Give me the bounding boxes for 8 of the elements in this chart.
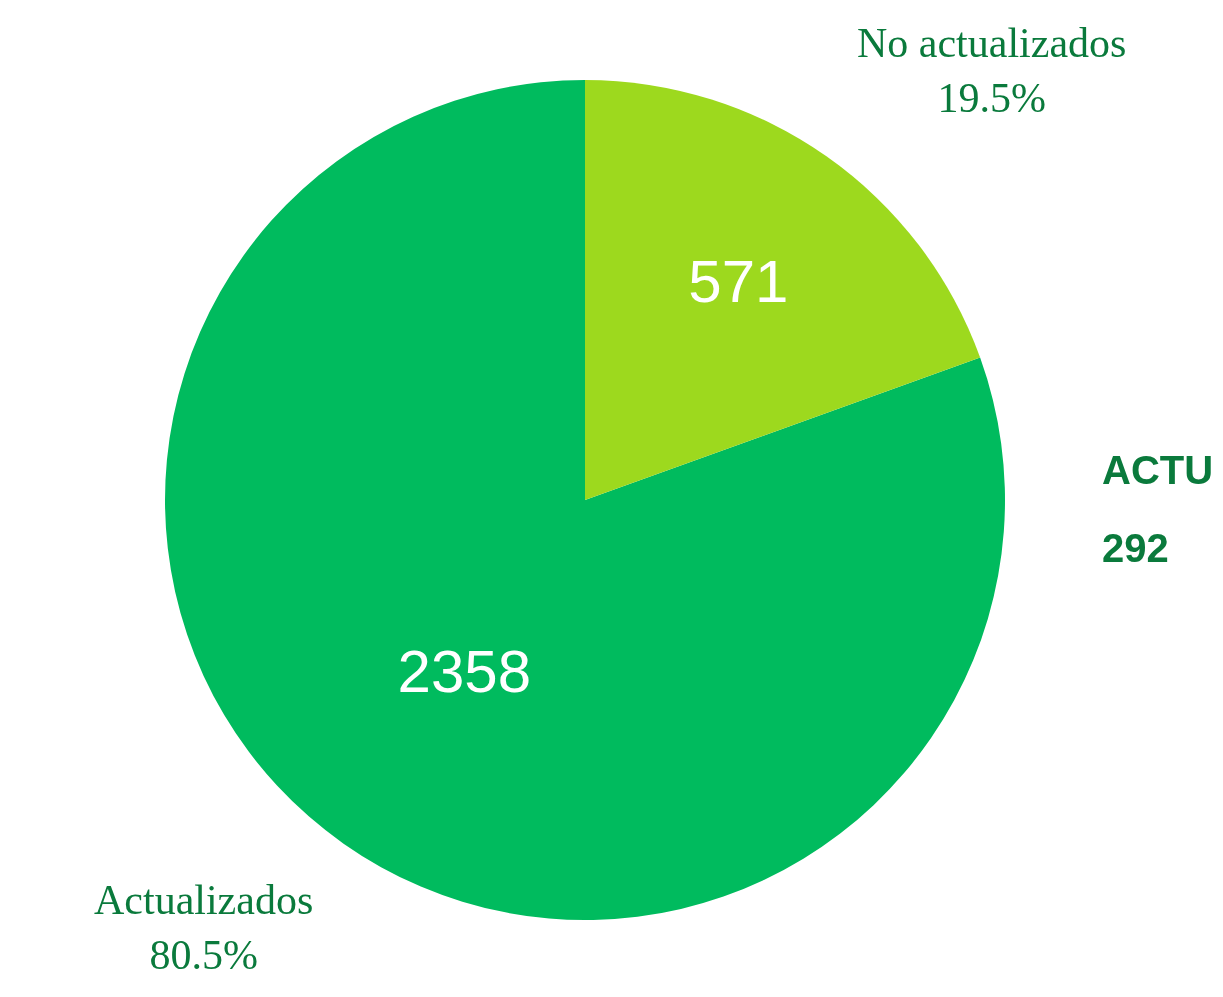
data-label: 2358 xyxy=(397,638,532,706)
text: 80.5% xyxy=(149,931,258,978)
text: 292 xyxy=(1102,526,1169,570)
text: 19.5% xyxy=(937,74,1046,121)
text: ACTU xyxy=(1102,448,1214,492)
data-label: 571 xyxy=(688,248,789,316)
slice-label: No actualizados xyxy=(857,20,1127,66)
slice-label: Actualizados xyxy=(94,877,314,923)
